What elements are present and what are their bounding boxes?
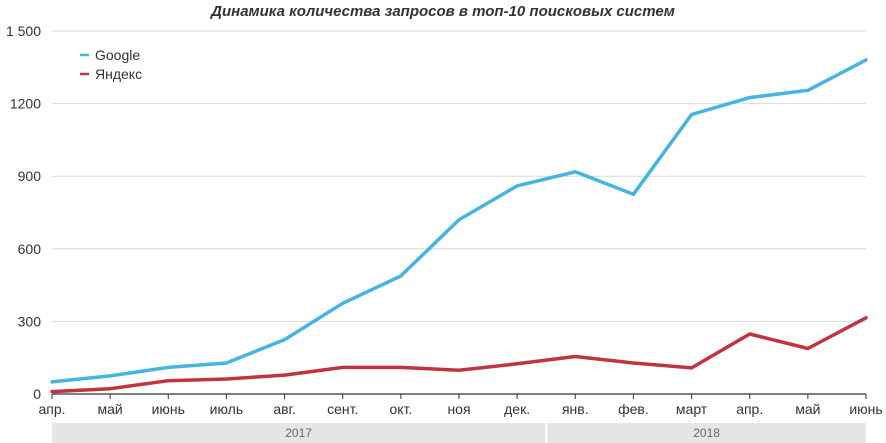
x-tick-label: март xyxy=(676,401,708,417)
x-tick-label: авг. xyxy=(273,401,296,417)
series-line-1 xyxy=(50,316,868,394)
series-lines xyxy=(50,58,868,394)
x-tick-label: апр. xyxy=(736,401,763,417)
x-tick-label: янв. xyxy=(562,401,589,417)
x-tick-label: июнь xyxy=(152,401,185,417)
grid xyxy=(52,30,866,395)
year-label: 2018 xyxy=(693,426,720,440)
x-tick-label: июль xyxy=(210,401,243,417)
legend-label-1: Яндекс xyxy=(95,66,142,82)
y-tick-label: 0 xyxy=(33,386,41,402)
legend-label-0: Google xyxy=(95,47,140,63)
x-tick-label: июнь xyxy=(849,401,882,417)
x-tick-label: май xyxy=(98,401,123,417)
x-tick-label: дек. xyxy=(504,401,530,417)
y-tick-label: 300 xyxy=(18,313,42,329)
y-tick-label: 600 xyxy=(18,241,42,257)
y-tick-label: 900 xyxy=(18,168,42,184)
x-tick-label: фев. xyxy=(618,401,649,417)
x-axis: апр. май июнь июль авг. сент. окт. ноя дек. янв. ф… xyxy=(38,394,883,417)
x-tick-label: ноя xyxy=(447,401,470,417)
year-band-2017 xyxy=(52,423,546,443)
y-tick-label: 1 500 xyxy=(6,23,41,39)
y-axis: 0 300 600 900 1200 1 500 xyxy=(6,23,41,402)
chart-title: Динамика количества запросов в топ-10 по… xyxy=(209,3,675,20)
x-tick-label: сент. xyxy=(327,401,358,417)
x-tick-label: апр. xyxy=(38,401,65,417)
x-tick-label: окт. xyxy=(389,401,412,417)
year-label: 2017 xyxy=(285,426,312,440)
legend: Google Яндекс xyxy=(80,47,142,82)
series-line-0 xyxy=(50,58,868,384)
year-band-2018 xyxy=(547,423,866,443)
y-tick-label: 1200 xyxy=(10,96,41,112)
year-band: 2017 2018 xyxy=(52,423,866,443)
x-tick-label: май xyxy=(795,401,820,417)
